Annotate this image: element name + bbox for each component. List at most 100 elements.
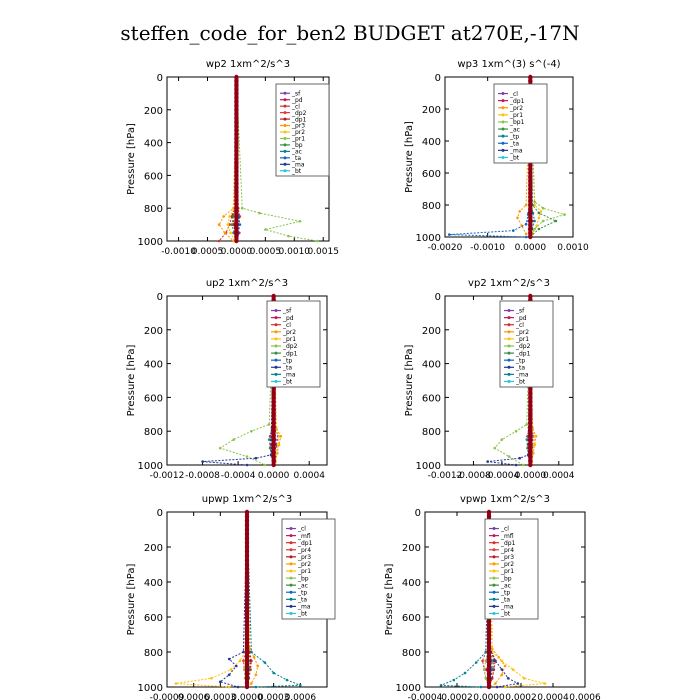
total-profile-marker [271,386,276,392]
legend-marker [289,541,293,545]
legend-entry: _sf [291,90,301,97]
total-profile-marker [234,234,239,240]
legend-marker [283,124,287,128]
total-profile-marker [234,222,239,227]
y-tick-label: 600 [144,613,163,624]
total-profile-marker [528,403,533,409]
data-point [452,678,456,682]
legend-marker [501,92,505,96]
x-tick-label: 0.0000 [221,247,253,257]
data-point [263,463,267,467]
total-profile-marker [486,627,492,633]
y-tick-label: 400 [422,137,441,148]
total-profile-marker [271,441,276,447]
total-profile-marker [486,654,492,659]
total-profile-marker [244,549,250,554]
legend-marker [289,555,293,559]
legend-entry: _ta [291,155,301,162]
data-point [484,659,488,663]
legend-entry: _mfl [500,533,514,540]
x-tick-label: 0.0010 [279,247,311,257]
data-point [232,438,235,441]
legend-marker [507,351,511,355]
x-tick-label: 0.0000 [515,471,547,481]
legend-marker [274,323,278,327]
total-profile-marker [528,166,533,172]
data-point [254,673,258,677]
data-point [276,443,280,447]
legend-entry: _pr2 [282,329,296,336]
total-profile-marker [234,83,239,88]
data-point [245,463,249,467]
legend-marker [274,379,278,383]
legend-entry: _bt [291,168,302,175]
total-profile-marker [244,571,250,576]
total-profile-marker [528,182,533,188]
total-profile-marker [244,588,250,593]
legend-marker [274,365,278,369]
legend-marker [507,323,511,327]
legend-entry: _tp [515,357,525,364]
legend-entry: _pr2 [291,129,305,136]
total-profile-marker [486,636,492,642]
total-profile-marker [528,433,533,438]
data-point [514,429,518,433]
x-tick-label: 0.0004 [293,471,325,481]
data-point [238,659,242,663]
x-tick-label: 0.0004 [543,471,575,481]
y-tick-label: 800 [144,204,163,215]
legend-marker [501,148,505,152]
series-line-ta [202,295,275,466]
total-profile-marker [234,74,239,80]
y-tick-label: 400 [144,139,163,150]
data-point [298,220,302,223]
total-profile-marker [486,671,492,677]
total-profile-marker [271,433,276,438]
legend-entry: _pr2 [509,105,523,112]
legend-entry: _pd [291,97,303,104]
legend-marker [501,127,505,131]
total-profile-marker [528,416,533,421]
legend-marker [492,583,496,587]
total-profile-marker [234,87,239,92]
total-profile-marker [271,437,276,442]
data-point [230,223,234,226]
total-profile-marker [244,645,250,650]
legend-marker [289,576,293,580]
legend-marker [507,379,511,383]
legend-entry: _pr1 [509,112,523,119]
y-tick-label: 1000 [416,233,441,244]
total-profile-marker [234,218,239,223]
data-point [543,682,547,685]
total-profile-marker [528,399,533,404]
legend-marker [501,120,505,124]
total-profile-marker [528,198,533,204]
total-profile-marker [244,632,250,637]
data-point [486,460,490,463]
y-axis-label-2: Pressure [hPa] [404,121,415,193]
data-point [227,673,231,677]
total-profile-marker [271,403,276,409]
data-point [503,664,507,668]
y-tick-label: 400 [144,578,163,589]
total-profile-marker [244,671,250,677]
total-profile-marker [234,107,239,113]
figure-title: steffen_code_for_ben2 BUDGET at270E,-17N [120,21,579,45]
legend-marker [501,155,505,159]
data-point [299,684,302,687]
total-profile-marker [244,684,250,690]
legend-entry: _pr1 [297,568,311,575]
total-profile-marker [234,91,239,96]
total-profile-marker [528,210,533,216]
legend-entry: _dp1 [291,116,307,123]
total-profile-marker [528,214,533,220]
data-point [256,664,260,668]
total-profile-marker [528,386,533,392]
data-point [242,659,245,663]
total-profile-marker [271,416,276,421]
data-point [512,229,515,232]
data-point [493,446,497,450]
data-point [535,224,538,228]
y-tick-label: 600 [402,613,421,624]
data-point [263,661,267,664]
